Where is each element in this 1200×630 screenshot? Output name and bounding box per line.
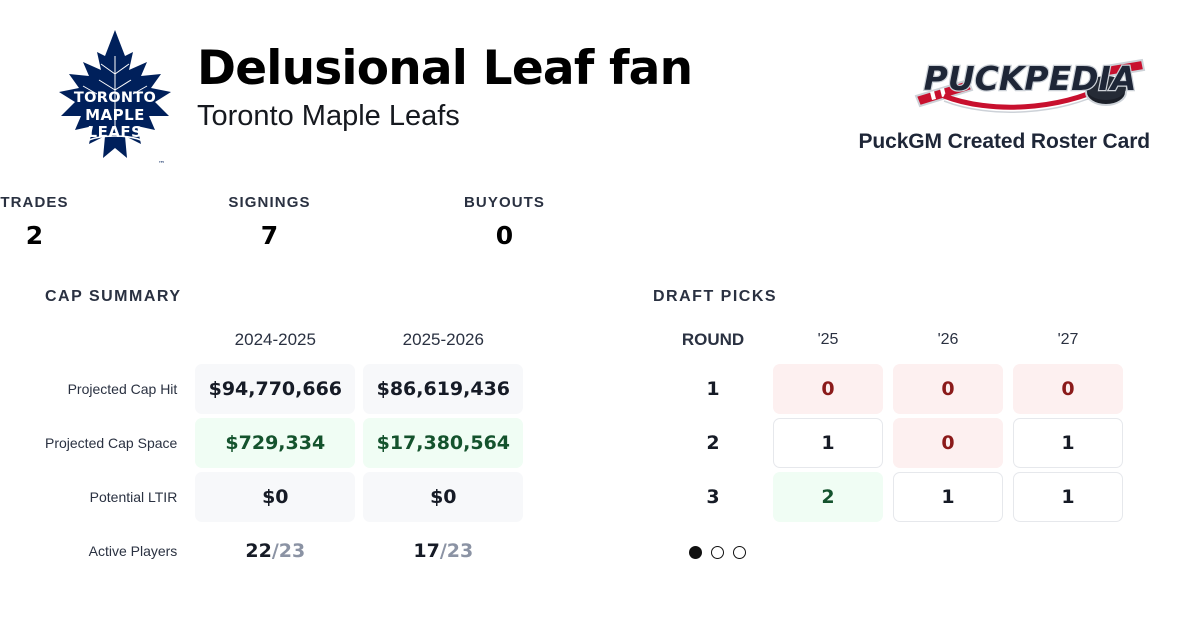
- active-players-numerator: 17: [413, 540, 440, 562]
- table-row: 2 1 0 1: [653, 418, 1123, 468]
- active-players-denominator: /23: [439, 540, 474, 562]
- page-title: Delusional Leaf fan: [197, 41, 693, 96]
- pagination-dot-1[interactable]: [689, 546, 702, 559]
- table-row: 3 2 1 1: [653, 472, 1123, 522]
- table-row: Projected Cap Space $729,334 $17,380,564: [45, 418, 524, 468]
- table-row: Active Players 22/23 17/23: [45, 526, 523, 576]
- cap-row-label-projected-cap-hit: Projected Cap Hit: [67, 381, 178, 397]
- pick-cell-r1-25: 0: [773, 364, 883, 414]
- cap-column-header-1: 2025-2026: [402, 330, 484, 349]
- round-number-3: 3: [706, 486, 720, 508]
- table-row: Potential LTIR $0 $0: [45, 472, 524, 522]
- stat-signings: SIGNINGS 7: [152, 194, 387, 250]
- stat-value: 7: [260, 221, 279, 250]
- logo-text-leafs: LEAFS: [88, 123, 143, 141]
- round-number-1: 1: [706, 378, 720, 400]
- round-header: ROUND: [681, 330, 745, 349]
- draft-picks-panel: DRAFT PICKS ROUND '25 '26 '27 1 0 0 0 2 …: [620, 288, 1140, 580]
- draft-picks-table: ROUND '25 '26 '27 1 0 0 0 2 1 0: [653, 326, 1123, 526]
- title-block: Delusional Leaf fan Toronto Maple Leafs: [197, 22, 693, 134]
- pick-cell-r1-26: 0: [893, 364, 1003, 414]
- pick-cell-r2-26: 0: [893, 418, 1003, 468]
- pick-cell-r2-27: 1: [1013, 418, 1123, 468]
- active-players-denominator: /23: [271, 540, 306, 562]
- cap-summary-title: CAP SUMMARY: [45, 288, 182, 305]
- round-number-2: 2: [706, 432, 720, 454]
- page-header: TORONTO MAPLE LEAFS ™ Delusional Leaf fa…: [0, 0, 1200, 180]
- stat-trades: TRADES 2: [0, 194, 152, 250]
- pick-cell-r2-25: 1: [773, 418, 883, 468]
- cap-value-active-players-2025-2026: 17/23: [363, 526, 523, 576]
- cap-value-projected-cap-space-2025-2026: $17,380,564: [363, 418, 524, 468]
- brand-caption: PuckGM Created Roster Card: [858, 130, 1151, 153]
- cap-summary-header-row: 2024-2025 2025-2026: [45, 330, 523, 360]
- logo-text-toronto: TORONTO: [74, 90, 156, 106]
- table-row: 1 0 0 0: [653, 364, 1123, 414]
- cap-value-projected-cap-hit-2025-2026: $86,619,436: [363, 364, 524, 414]
- draft-picks-header-row: ROUND '25 '26 '27: [653, 330, 1123, 360]
- year-header-25: '25: [817, 331, 839, 348]
- cap-value-potential-ltir-2025-2026: $0: [363, 472, 524, 522]
- year-header-27: '27: [1057, 331, 1079, 348]
- active-players-numerator: 22: [245, 540, 272, 562]
- cap-row-label-potential-ltir: Potential LTIR: [89, 489, 178, 505]
- cap-value-potential-ltir-2024-2025: $0: [195, 472, 356, 522]
- cap-row-label-projected-cap-space: Projected Cap Space: [45, 435, 178, 451]
- cap-value-projected-cap-space-2024-2025: $729,334: [195, 418, 356, 468]
- puckpedia-wordmark: PUCKPEDIA: [924, 59, 1137, 98]
- pick-cell-r1-27: 0: [1013, 364, 1123, 414]
- stat-value: 0: [495, 221, 514, 250]
- brand-block: PUCKPEDIA PuckGM Created Roster Card: [858, 22, 1151, 154]
- cap-summary-panel: CAP SUMMARY 2024-2025 2025-2026 Projecte…: [0, 288, 620, 580]
- year-header-26: '26: [937, 331, 959, 348]
- stats-strip: TRADES 2 SIGNINGS 7 BUYOUTS 0: [0, 180, 1200, 250]
- cap-value-projected-cap-hit-2024-2025: $94,770,666: [195, 364, 356, 414]
- stat-label: SIGNINGS: [228, 194, 311, 211]
- cap-value-active-players-2024-2025: 22/23: [195, 526, 355, 576]
- stat-label: TRADES: [0, 194, 69, 211]
- pick-cell-r3-27: 1: [1013, 472, 1123, 522]
- table-row: Projected Cap Hit $94,770,666 $86,619,43…: [45, 364, 524, 414]
- pick-cell-r3-26: 1: [893, 472, 1003, 522]
- cap-column-header-0: 2024-2025: [234, 330, 316, 349]
- cap-row-label-active-players: Active Players: [88, 543, 178, 559]
- trademark-icon: ™: [158, 160, 165, 168]
- pagination-dot-2[interactable]: [711, 546, 724, 559]
- toronto-maple-leafs-logo: TORONTO MAPLE LEAFS ™: [59, 30, 171, 168]
- pagination-dot-3[interactable]: [733, 546, 746, 559]
- stat-label: BUYOUTS: [463, 194, 546, 211]
- pick-cell-r3-25: 2: [773, 472, 883, 522]
- puckpedia-logo: PUCKPEDIA: [914, 58, 1146, 113]
- draft-picks-title: DRAFT PICKS: [653, 288, 778, 305]
- stat-value: 2: [25, 221, 44, 250]
- stat-buyouts: BUYOUTS 0: [387, 194, 622, 250]
- panels: CAP SUMMARY 2024-2025 2025-2026 Projecte…: [0, 250, 1200, 580]
- logo-text-maple: MAPLE: [85, 106, 145, 124]
- cap-summary-table: 2024-2025 2025-2026 Projected Cap Hit $9…: [45, 326, 524, 580]
- draft-picks-pagination[interactable]: [689, 546, 1140, 559]
- team-name: Toronto Maple Leafs: [197, 99, 460, 132]
